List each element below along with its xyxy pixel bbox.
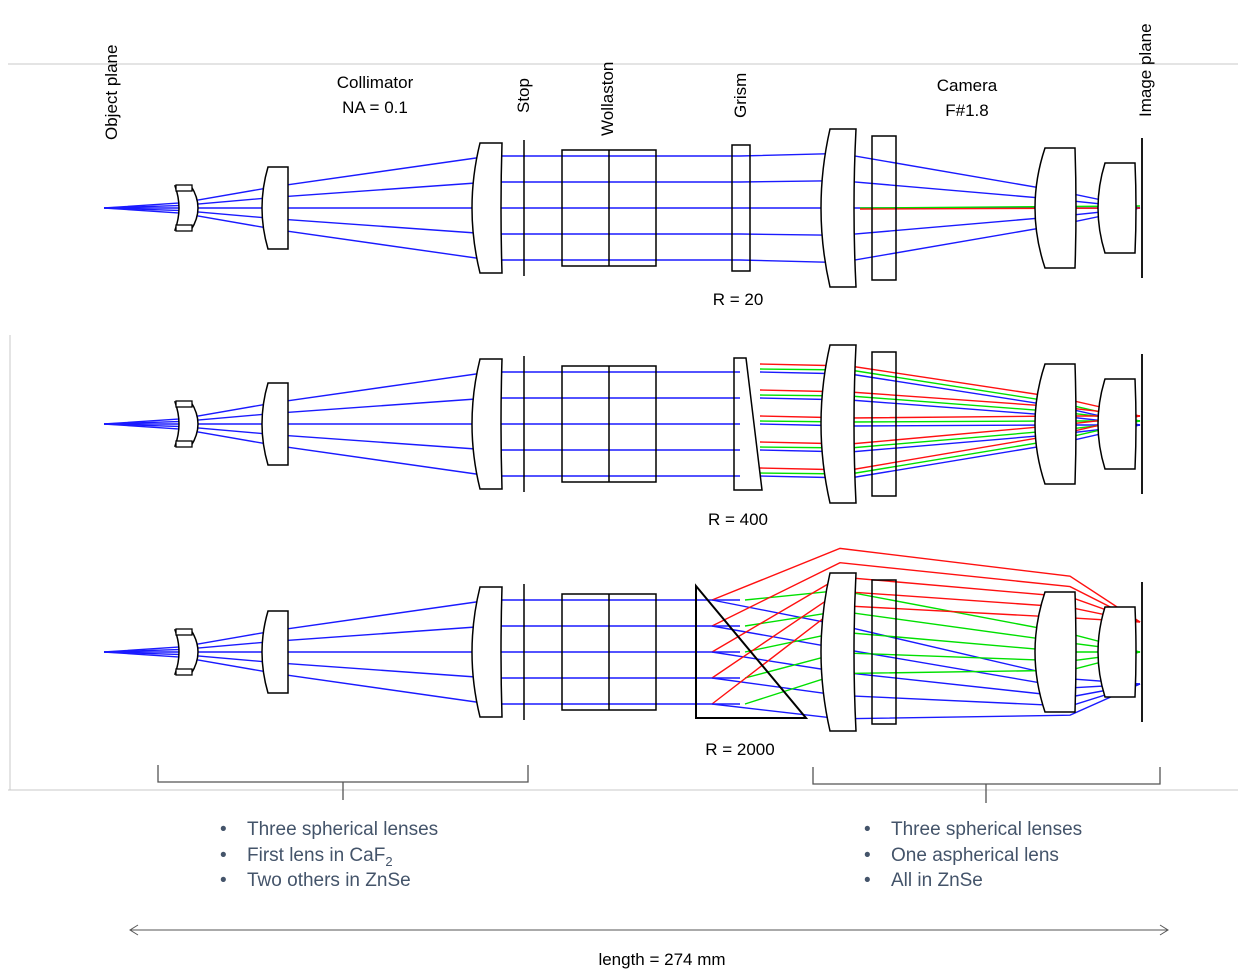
collimator-bullet-3: • <box>220 870 227 891</box>
collimator-lens-2 <box>261 610 289 694</box>
camera-note-aspherical: One aspherical lens <box>891 845 1059 866</box>
camera-ray-red <box>859 207 1141 210</box>
collimator-lens-1 <box>173 629 199 675</box>
camera-brace <box>812 767 1161 803</box>
wollaston-label: Wollaston <box>598 62 617 136</box>
camera-fnumber-label: F#1.8 <box>945 101 988 120</box>
lens-1-top-flange <box>175 400 193 408</box>
optical-layout-r2000 <box>103 547 1143 732</box>
camera-note-spherical: Three spherical lenses <box>891 819 1082 840</box>
camera-lens-2 <box>871 351 897 497</box>
lens-1-bottom-flange <box>175 224 193 232</box>
collimator-brace <box>157 765 529 800</box>
grism <box>695 583 809 719</box>
camera-ray-green <box>859 205 1141 209</box>
collimator-ray <box>103 207 740 235</box>
lens-1-top-flange <box>175 184 193 192</box>
collimator-lens-3 <box>471 358 503 490</box>
grism <box>731 144 751 272</box>
collimator-ray <box>103 397 740 425</box>
camera-lens-4 <box>1097 162 1137 254</box>
collimator-note-spherical: Three spherical lenses <box>247 819 438 840</box>
object-plane-label: Object plane <box>102 45 121 140</box>
camera-ray <box>739 179 1141 209</box>
collimator-note-znse: Two others in ZnSe <box>247 870 411 891</box>
camera-bullet-3: • <box>864 870 871 891</box>
camera-lens-3 <box>1034 147 1077 269</box>
camera-lens-1 <box>820 572 857 732</box>
camera-lens-1 <box>820 128 857 288</box>
collimator-na-label: NA = 0.1 <box>342 98 408 117</box>
camera-ray-blue <box>711 683 1141 720</box>
camera-ray-blue <box>759 423 1140 427</box>
camera-lens-3 <box>1034 591 1077 713</box>
collimator-ray <box>103 423 740 451</box>
collimator-note-caf2: First lens in CaF2 <box>247 845 393 869</box>
stop-label: Stop <box>514 78 533 113</box>
collimator-ray <box>103 625 740 653</box>
collimator-label: Collimator <box>337 73 414 92</box>
collimator-lens-3 <box>471 142 503 274</box>
camera-note-znse: All in ZnSe <box>891 870 983 891</box>
camera-lens-2 <box>871 579 897 725</box>
camera-bullet-1: • <box>864 819 871 840</box>
collimator-lens-3 <box>471 586 503 718</box>
camera-ray <box>739 207 1141 237</box>
resolution-label-r400: R = 400 <box>708 510 768 529</box>
caf2-subscript: 2 <box>385 854 392 869</box>
camera-lens-2 <box>871 135 897 281</box>
resolution-label-r20: R = 20 <box>713 290 764 309</box>
optical-layout-r400 <box>103 344 1143 504</box>
collimator-lens-1 <box>173 401 199 447</box>
length-label: length = 274 mm <box>598 950 725 969</box>
lens-1-top-flange <box>175 628 193 636</box>
collimator-lens-2 <box>261 382 289 466</box>
collimator-lens-1 <box>173 185 199 231</box>
camera-ray-red <box>711 561 1141 627</box>
camera-ray-red <box>759 415 1140 419</box>
collimator-bullet-2: • <box>220 845 227 866</box>
collimator-ray <box>103 181 740 209</box>
camera-lens-4 <box>1097 606 1137 698</box>
resolution-label-r2000: R = 2000 <box>705 740 774 759</box>
lens-1-bottom-flange <box>175 440 193 448</box>
camera-ray-green <box>744 651 1141 679</box>
camera-ray-red <box>711 547 1141 623</box>
camera-lens-3 <box>1034 363 1077 485</box>
caf2-text: First lens in CaF <box>247 845 385 866</box>
optical-layout-r20 <box>103 128 1143 288</box>
collimator-lens-2 <box>261 166 289 250</box>
camera-label: Camera <box>937 76 998 95</box>
camera-ray-green <box>744 610 1141 653</box>
image-plane-label: Image plane <box>1136 23 1155 117</box>
camera-bullet-2: • <box>864 845 871 866</box>
length-arrow <box>129 924 1169 936</box>
lens-1-bottom-flange <box>175 668 193 676</box>
collimator-bullet-1: • <box>220 819 227 840</box>
collimator-ray <box>103 651 740 679</box>
grism <box>733 357 763 491</box>
grism-label: Grism <box>731 73 750 118</box>
camera-lens-1 <box>820 344 857 504</box>
camera-lens-4 <box>1097 378 1137 470</box>
